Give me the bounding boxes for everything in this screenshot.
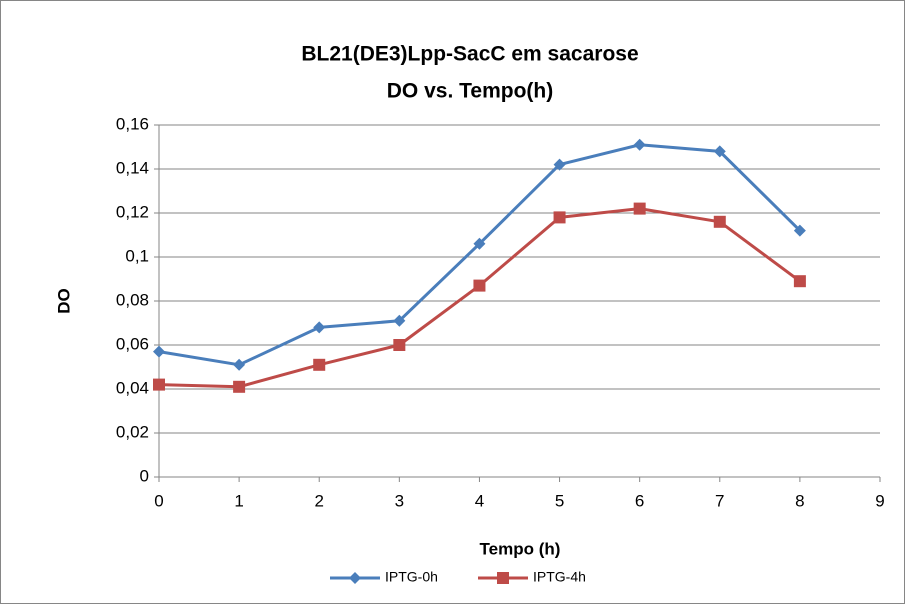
data-point [473,237,486,250]
x-tick-label: 9 [875,491,884,510]
y-tick-label: 0,12 [116,202,149,221]
data-point [713,145,726,158]
y-tick-label: 0,06 [116,334,149,353]
y-tick-label: 0,08 [116,290,149,309]
data-point [393,339,406,351]
x-tick-label: 3 [395,491,404,510]
data-point [313,321,326,334]
data-point [553,211,566,224]
y-tick-label: 0,02 [116,422,149,441]
data-point [713,215,726,228]
y-axis-title: DO [54,288,73,314]
x-tick-label: 7 [715,491,724,510]
x-tick-label: 6 [635,491,644,510]
legend-label: IPTG-0h [385,569,438,585]
data-point [153,345,165,358]
data-point [793,275,806,288]
chart-title: BL21(DE3)Lpp-SacC em sacarose [301,43,638,66]
data-point [633,202,646,215]
legend-marker [497,572,509,584]
data-point [393,314,406,327]
data-point [553,158,566,171]
x-tick-label: 0 [154,491,163,510]
data-point [793,224,806,237]
x-axis-title: Tempo (h) [480,539,561,558]
x-tick-label: 8 [795,491,804,510]
legend-marker [349,572,361,584]
x-tick-label: 4 [475,491,484,510]
y-tick-label: 0,04 [116,378,149,397]
data-point [233,380,246,393]
data-point [633,138,646,151]
chart-subtitle: DO vs. Tempo(h) [387,80,553,103]
x-tick-label: 1 [234,491,243,510]
data-point [233,358,246,371]
y-tick-label: 0 [140,466,149,485]
y-tick-label: 0,1 [125,246,149,265]
legend-label: IPTG-4h [533,569,586,585]
x-tick-label: 2 [314,491,323,510]
x-tick-label: 5 [555,491,564,510]
y-tick-label: 0,14 [116,158,149,177]
data-point [473,279,486,292]
data-point [313,358,326,371]
data-point [153,378,165,391]
y-tick-label: 0,16 [116,114,149,133]
